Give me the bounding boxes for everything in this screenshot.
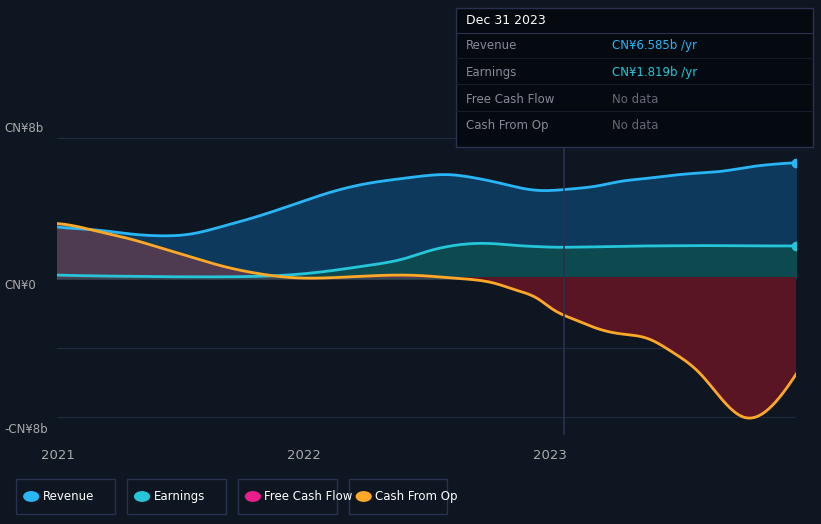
Text: Revenue: Revenue — [43, 490, 94, 503]
Text: CN¥6.585b /yr: CN¥6.585b /yr — [612, 39, 697, 52]
Text: Earnings: Earnings — [466, 66, 517, 79]
Text: Revenue: Revenue — [466, 39, 517, 52]
Text: Earnings: Earnings — [154, 490, 205, 503]
Text: Past: Past — [779, 129, 804, 142]
Text: Cash From Op: Cash From Op — [375, 490, 457, 503]
Text: CN¥8b: CN¥8b — [4, 122, 44, 135]
Text: 2023: 2023 — [534, 449, 567, 462]
Text: No data: No data — [612, 119, 658, 133]
Text: -CN¥8b: -CN¥8b — [4, 423, 48, 436]
Text: Free Cash Flow: Free Cash Flow — [466, 93, 554, 106]
Text: Free Cash Flow: Free Cash Flow — [264, 490, 353, 503]
Text: CN¥1.819b /yr: CN¥1.819b /yr — [612, 66, 697, 79]
Text: Cash From Op: Cash From Op — [466, 119, 548, 133]
Text: 2021: 2021 — [40, 449, 75, 462]
Text: Dec 31 2023: Dec 31 2023 — [466, 14, 545, 27]
Text: CN¥0: CN¥0 — [4, 279, 36, 292]
Text: No data: No data — [612, 93, 658, 106]
Text: 2022: 2022 — [287, 449, 320, 462]
